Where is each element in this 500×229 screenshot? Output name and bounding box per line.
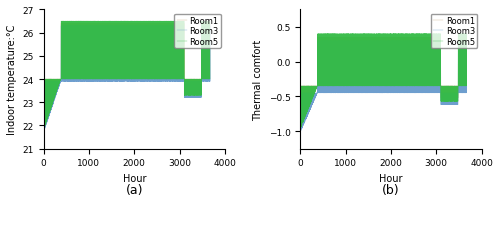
Room3	[66, 81, 72, 83]
Room5	[464, 33, 469, 36]
Room1	[89, 23, 95, 26]
Room5	[89, 78, 95, 81]
Room1	[48, 78, 54, 81]
Room3	[304, 92, 310, 95]
Room5	[365, 33, 371, 36]
Room5	[104, 78, 110, 81]
Room3	[40, 131, 46, 134]
Room5	[48, 108, 54, 111]
Room5	[304, 85, 310, 88]
Room3	[48, 111, 54, 113]
Room1	[322, 85, 328, 88]
Line: Room1: Room1	[44, 24, 210, 128]
Room1	[207, 23, 213, 26]
X-axis label: Hour: Hour	[379, 173, 402, 183]
Room1	[104, 23, 110, 26]
Line: Room1: Room1	[300, 38, 466, 126]
Room5	[306, 108, 312, 111]
Room3	[314, 40, 320, 43]
Room3	[322, 92, 328, 95]
Room5	[323, 85, 329, 88]
Room3	[40, 81, 46, 83]
Room5	[66, 21, 72, 23]
Room5	[41, 128, 47, 131]
Room1	[40, 78, 46, 81]
Room3	[305, 92, 311, 95]
Y-axis label: Indoor temperature:°C: Indoor temperature:°C	[7, 25, 17, 135]
Room3	[297, 132, 303, 134]
Room5	[108, 78, 114, 81]
Legend: Room1, Room3, Room5: Room1, Room3, Room5	[430, 15, 478, 49]
Line: Room5: Room5	[44, 22, 210, 130]
Title: (b): (b)	[382, 183, 400, 196]
Room3	[464, 40, 469, 43]
Room5	[297, 85, 303, 88]
Room5	[361, 85, 367, 88]
Room5	[298, 128, 304, 131]
Room1	[314, 37, 320, 39]
Room1	[40, 126, 46, 129]
Room1	[364, 85, 370, 88]
Room1	[58, 23, 64, 26]
Line: Room3: Room3	[300, 42, 466, 133]
Line: Room3: Room3	[44, 27, 210, 132]
Room3	[104, 25, 110, 28]
Room5	[346, 33, 352, 36]
Line: Room5: Room5	[300, 35, 466, 129]
Room1	[464, 85, 469, 88]
Room1	[361, 85, 367, 88]
Y-axis label: Thermal comfort: Thermal comfort	[253, 39, 263, 120]
Room3	[108, 25, 114, 28]
Legend: Room1, Room3, Room5: Room1, Room3, Room5	[174, 15, 221, 49]
Room5	[40, 78, 46, 81]
Room5	[314, 33, 320, 36]
Room5	[48, 78, 54, 81]
Room5	[58, 21, 64, 23]
Room3	[346, 92, 352, 95]
Room3	[48, 108, 54, 110]
Room1	[305, 85, 311, 88]
Room1	[297, 125, 303, 128]
Room3	[89, 25, 95, 28]
Room3	[364, 40, 370, 43]
Room3	[207, 81, 213, 83]
Room1	[346, 85, 352, 88]
X-axis label: Hour: Hour	[122, 173, 146, 183]
Room3	[58, 25, 64, 28]
Room3	[361, 40, 367, 43]
Room1	[108, 78, 114, 81]
Room1	[48, 107, 54, 110]
Room1	[66, 78, 72, 81]
Title: (a): (a)	[126, 183, 143, 196]
Room1	[304, 85, 310, 88]
Room5	[207, 78, 213, 81]
